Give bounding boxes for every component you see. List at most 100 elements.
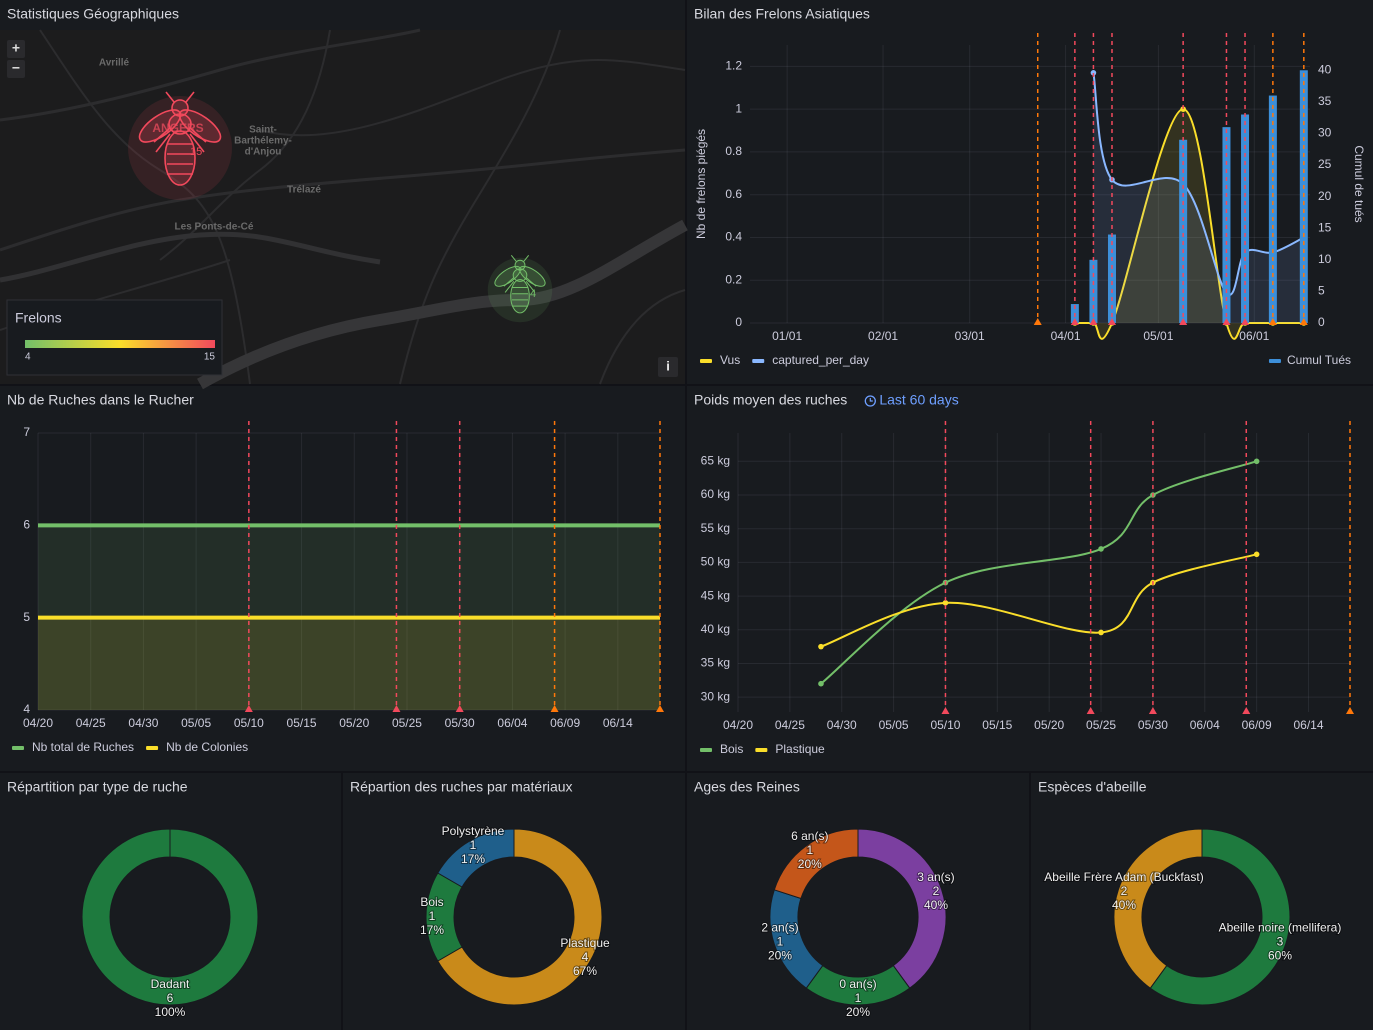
slice-value: 1: [429, 909, 436, 923]
panel-subtitle[interactable]: Last 60 days: [879, 392, 958, 408]
y-tick-label: 50 kg: [701, 555, 730, 569]
y-tick-label: 35 kg: [701, 656, 730, 670]
slice-label: Dadant: [151, 977, 190, 991]
slice-percent: 100%: [155, 1005, 186, 1019]
x-tick-label: 05/25: [392, 716, 422, 730]
y2-tick-label: 10: [1318, 252, 1332, 266]
slice-percent: 20%: [798, 857, 822, 871]
zoom-in[interactable]: +: [12, 40, 20, 56]
y-tick-label: 65 kg: [701, 453, 730, 467]
legend-label: Plastique: [775, 742, 825, 756]
slice-value: 1: [470, 838, 477, 852]
bar: [1108, 235, 1116, 323]
y2-tick-label: 5: [1318, 284, 1325, 298]
x-tick-label: 04/20: [23, 716, 53, 730]
panel-title: Répartition par type de ruche: [7, 779, 188, 795]
slice-percent: 60%: [1268, 949, 1292, 963]
slice-value: 1: [777, 935, 784, 949]
x-tick-label: 05/20: [1034, 718, 1064, 732]
x-tick-label: 06/09: [1242, 718, 1272, 732]
panel-title: Poids moyen des ruches: [694, 392, 847, 408]
legend-label: Nb total de Ruches: [32, 740, 134, 754]
y-tick-label: 0.4: [725, 230, 742, 244]
x-tick-label: 05/10: [234, 716, 264, 730]
y2-tick-label: 0: [1318, 315, 1325, 329]
info[interactable]: i: [666, 358, 670, 373]
y2-tick-label: 20: [1318, 189, 1332, 203]
legend-label: Bois: [720, 742, 743, 756]
panel-title: Statistiques Géographiques: [7, 6, 179, 22]
slice-value: 4: [582, 950, 589, 964]
y2-tick-label: 40: [1318, 62, 1332, 76]
slice-label: Polystyrène: [442, 824, 505, 838]
x-tick-label: 03/01: [955, 329, 985, 343]
legend-swatch: [700, 748, 712, 752]
y-tick-label: 6: [23, 518, 30, 532]
legend-swatch: [752, 359, 764, 363]
point: [1098, 630, 1104, 636]
y-tick-label: 7: [23, 425, 30, 439]
x-tick-label: 04/25: [775, 718, 805, 732]
x-tick-label: 05/05: [181, 716, 211, 730]
place-label: Saint-: [249, 125, 277, 136]
legend-swatch: [700, 359, 712, 363]
y-tick-label: 1: [735, 101, 742, 115]
y-tick-label: 0.8: [725, 144, 742, 158]
y-tick-label: 45 kg: [701, 588, 730, 602]
x-tick-label: 06/14: [603, 716, 633, 730]
y-axis-label: Nb de frelons piégés: [694, 129, 708, 239]
x-tick-label: 04/20: [723, 718, 753, 732]
legend-min: 4: [25, 352, 31, 363]
panel-title: Ages des Reines: [694, 779, 800, 795]
legend-label: Nb de Colonies: [166, 740, 248, 754]
slice-label: Bois: [420, 895, 443, 909]
x-tick-label: 04/01: [1051, 329, 1081, 343]
x-tick-label: 02/01: [868, 329, 898, 343]
x-tick-label: 05/01: [1143, 329, 1173, 343]
legend-swatch: [146, 746, 158, 750]
marker-label: 4: [530, 288, 536, 300]
zoom-out[interactable]: −: [12, 60, 20, 76]
slice-label: Abeille noire (mellifera): [1219, 921, 1342, 935]
abdomen: [165, 131, 195, 185]
x-tick-label: 04/25: [76, 716, 106, 730]
x-tick-label: 05/15: [982, 718, 1012, 732]
point: [818, 681, 824, 687]
x-tick-label: 04/30: [827, 718, 857, 732]
point: [818, 644, 824, 650]
legend-gradient: [25, 340, 215, 348]
slice-percent: 20%: [846, 1005, 870, 1019]
panel-title: Espèces d'abeille: [1038, 779, 1147, 795]
marker-label: 15: [190, 146, 202, 158]
y-tick-label: 0.2: [725, 272, 742, 286]
x-tick-label: 04/30: [128, 716, 158, 730]
y-tick-label: 4: [23, 702, 30, 716]
x-tick-label: 05/30: [1138, 718, 1168, 732]
y2-tick-label: 15: [1318, 220, 1332, 234]
x-tick-label: 06/04: [497, 716, 527, 730]
x-tick-label: 01/01: [772, 329, 802, 343]
panel-title: Bilan des Frelons Asiatiques: [694, 6, 870, 22]
slice-label: 2 an(s): [761, 921, 798, 935]
x-tick-label: 05/05: [879, 718, 909, 732]
place-label: Trélazé: [287, 185, 321, 196]
slice-label: 3 an(s): [917, 870, 954, 884]
point: [1098, 546, 1104, 552]
slice-percent: 67%: [573, 964, 597, 978]
slice-label: Abeille Frère Adam (Buckfast): [1044, 870, 1203, 884]
y2-tick-label: 30: [1318, 126, 1332, 140]
slice-value: 1: [806, 843, 813, 857]
point: [1254, 552, 1260, 558]
legend-swatch: [755, 748, 767, 752]
x-tick-label: 05/30: [445, 716, 475, 730]
y-tick-label: 40 kg: [701, 622, 730, 636]
place-label: d'Anjou: [245, 147, 282, 158]
x-tick-label: 05/20: [339, 716, 369, 730]
slice-value: 2: [933, 884, 940, 898]
y-tick-label: 1.2: [725, 59, 742, 73]
legend-label: Vus: [720, 353, 740, 367]
legend-swatch: [12, 746, 24, 750]
abdomen: [511, 279, 530, 312]
place-label: Barthélemy-: [234, 136, 292, 147]
